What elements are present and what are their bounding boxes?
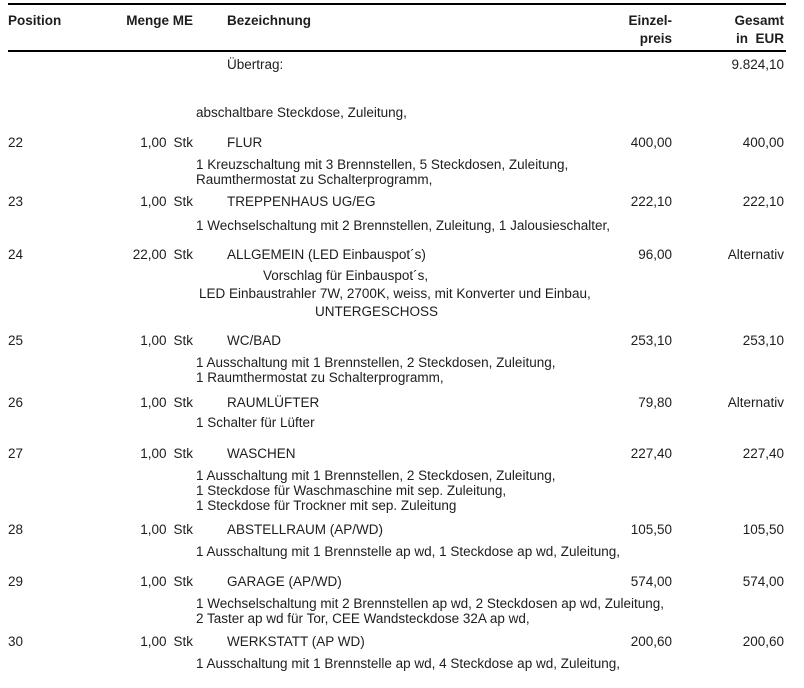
col-header-gesamt: Gesamt (734, 13, 784, 28)
item-name: TREPPENHAUS UG/EG (227, 194, 376, 209)
item-qty: 1,00 (140, 333, 167, 348)
col-header-bezeichnung: Bezeichnung (227, 13, 312, 28)
col-header-position: Position (8, 13, 62, 28)
item-qty: 1,00 (140, 395, 167, 410)
item-name: WERKSTATT (AP WD) (227, 634, 365, 649)
header-top-rule (8, 3, 786, 5)
item-unit: Stk (173, 574, 193, 589)
item-qty: 1,00 (140, 194, 167, 209)
item-unit-price: 79,80 (638, 395, 672, 410)
item-desc-line: 1 Ausschaltung mit 1 Brennstelle ap wd, … (196, 656, 620, 671)
item-position: 24 (8, 247, 24, 262)
item-position: 28 (8, 522, 24, 537)
item-unit: Stk (173, 522, 193, 537)
col-header-preis: preis (639, 31, 672, 46)
item-desc-line: 1 Wechselschaltung mit 2 Brennstellen ap… (196, 596, 665, 611)
item-desc-line: UNTERGESCHOSS (315, 304, 439, 319)
item-name: RAUMLÜFTER (227, 395, 320, 410)
item-qty-unit: 1,00 Stk (60, 574, 193, 589)
col-header-in-eur: in EUR (735, 31, 784, 46)
item-desc-line: 1 Ausschaltung mit 1 Brennstellen, 2 Ste… (196, 355, 556, 370)
item-unit: Stk (173, 333, 193, 348)
carryover-label: Übertrag: (227, 57, 284, 72)
item-unit-price: 200,60 (630, 634, 672, 649)
item-position: 29 (8, 574, 24, 589)
item-name: WC/BAD (227, 333, 281, 348)
item-name: ABSTELLRAUM (AP/WD) (227, 522, 384, 537)
item-unit: Stk (173, 194, 193, 209)
item-qty-unit: 1,00 Stk (60, 522, 193, 537)
item-qty: 1,00 (140, 135, 167, 150)
item-desc-line: 1 Steckdose für Trockner mit sep. Zuleit… (196, 498, 457, 513)
item-total: 227,40 (742, 446, 784, 461)
item-qty-unit: 1,00 Stk (60, 333, 193, 348)
item-total: 253,10 (742, 333, 784, 348)
item-total: Alternativ (727, 247, 784, 262)
item-desc-line: 1 Wechselschaltung mit 2 Brennstellen, Z… (196, 218, 610, 233)
item-qty-unit: 1,00 Stk (60, 194, 193, 209)
item-unit: Stk (173, 247, 193, 262)
item-position: 26 (8, 395, 24, 410)
item-unit: Stk (173, 395, 193, 410)
item-desc-line: Vorschlag für Einbauspot´s, (263, 268, 429, 283)
item-unit-price: 400,00 (630, 135, 672, 150)
item-qty-unit: 1,00 Stk (60, 135, 193, 150)
item-qty: 1,00 (140, 574, 167, 589)
item-unit: Stk (173, 634, 193, 649)
item-position: 30 (8, 634, 24, 649)
item-total: 105,50 (742, 522, 784, 537)
item-unit-price: 105,50 (630, 522, 672, 537)
item-qty-unit: 22,00 Stk (60, 247, 193, 262)
item-name: FLUR (227, 135, 263, 150)
col-header-einzel: Einzel- (628, 13, 672, 28)
item-desc-line: 1 Ausschaltung mit 1 Brennstelle ap wd, … (196, 544, 620, 559)
item-desc-line: Raumthermostat zu Schalterprogramm, (196, 172, 433, 187)
item-desc-line: 1 Steckdose für Waschmaschine mit sep. Z… (196, 483, 507, 498)
col-header-menge-me: Menge ME (126, 13, 193, 28)
item-name: WASCHEN (227, 446, 296, 461)
continuation-line: abschaltbare Steckdose, Zuleitung, (196, 105, 407, 120)
item-name: GARAGE (AP/WD) (227, 574, 342, 589)
item-unit-price: 574,00 (630, 574, 672, 589)
item-unit-price: 253,10 (630, 333, 672, 348)
item-desc-line: LED Einbaustrahler 7W, 2700K, weiss, mit… (199, 286, 591, 301)
item-position: 23 (8, 194, 24, 209)
item-desc-line: 1 Kreuzschaltung mit 3 Brennstellen, 5 S… (196, 157, 569, 172)
item-unit: Stk (173, 135, 193, 150)
item-position: 22 (8, 135, 24, 150)
item-position: 27 (8, 446, 24, 461)
item-desc-line: 2 Taster ap wd für Tor, CEE Wandsteckdos… (196, 611, 530, 626)
item-total: 400,00 (742, 135, 784, 150)
item-qty: 1,00 (140, 634, 167, 649)
item-unit: Stk (173, 446, 193, 461)
item-desc-line: 1 Schalter für Lüfter (196, 415, 315, 430)
item-unit-price: 227,40 (630, 446, 672, 461)
item-total: 574,00 (742, 574, 784, 589)
item-desc-line: 1 Raumthermostat zu Schalterprogramm, (196, 370, 444, 385)
item-qty: 22,00 (132, 247, 167, 262)
item-position: 25 (8, 333, 24, 348)
item-total: 200,60 (742, 634, 784, 649)
header-bottom-rule (8, 50, 786, 52)
item-name: ALLGEMEIN (LED Einbauspot´s) (227, 247, 426, 262)
item-unit-price: 96,00 (638, 247, 672, 262)
item-qty: 1,00 (140, 446, 167, 461)
item-qty-unit: 1,00 Stk (60, 634, 193, 649)
carryover-amount: 9.824,10 (731, 57, 784, 72)
item-unit-price: 222,10 (630, 194, 672, 209)
item-qty-unit: 1,00 Stk (60, 446, 193, 461)
item-qty: 1,00 (140, 522, 167, 537)
item-desc-line: 1 Ausschaltung mit 1 Brennstellen, 2 Ste… (196, 468, 556, 483)
item-total: 222,10 (742, 194, 784, 209)
item-qty-unit: 1,00 Stk (60, 395, 193, 410)
item-total: Alternativ (727, 395, 784, 410)
